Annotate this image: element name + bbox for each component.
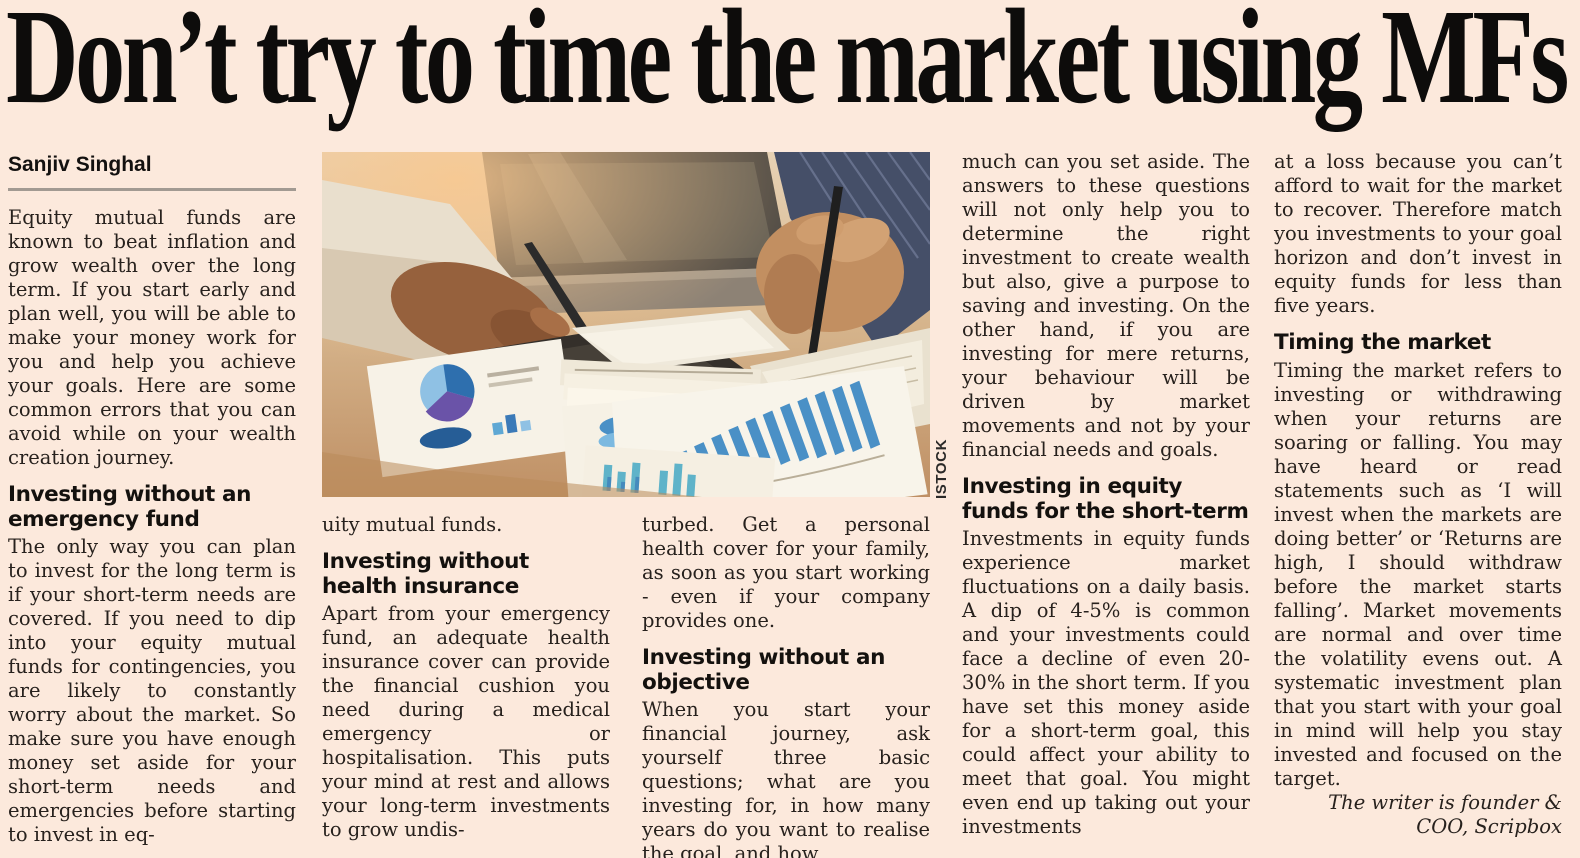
- byline: Sanjiv Singhal: [8, 153, 152, 176]
- paragraph: Investments in equity funds experience m…: [962, 527, 1250, 838]
- article-column-5: at a loss because you can’t afford to wa…: [1274, 150, 1562, 839]
- paragraph: turbed. Get a personal health cover for …: [642, 513, 930, 632]
- paragraph: Equity mutual funds are known to beat in…: [8, 206, 296, 469]
- section-heading-short-term: Investing in equity funds for the short-…: [962, 474, 1249, 524]
- byline-divider: [8, 188, 296, 191]
- section-heading-health-insurance: Investing without health insurance: [322, 549, 529, 599]
- photo-illustration: [322, 152, 930, 497]
- writer-credit: The writer is founder & COO, Scripbox: [1328, 790, 1562, 838]
- paragraph: much can you set aside. The answers to t…: [962, 150, 1250, 461]
- section-heading-emergency-fund: Investing without an emergency fund: [8, 482, 251, 532]
- right-hand-with-pen: [756, 152, 930, 358]
- article-column-1: Sanjiv Singhal Equity mutual funds are k…: [8, 150, 296, 847]
- paragraph: uity mutual funds.: [322, 513, 503, 536]
- article-column-4: much can you set aside. The answers to t…: [962, 150, 1250, 839]
- section-heading-timing-market: Timing the market: [1274, 330, 1491, 355]
- section-heading-objective: Investing without an objective: [642, 645, 885, 695]
- paragraph: at a loss because you can’t afford to wa…: [1274, 150, 1562, 317]
- article-photo: [322, 152, 930, 497]
- paragraph: When you start your financial journey, a…: [642, 698, 930, 858]
- paragraph: The only way you can plan to invest for …: [8, 535, 296, 846]
- desk-foreground: [322, 452, 702, 497]
- paragraph: Apart from your emergency fund, an adequ…: [322, 602, 610, 841]
- article-column-3: turbed. Get a personal health cover for …: [642, 513, 930, 858]
- pie-chart-paper: [366, 338, 577, 478]
- headline: Don’t try to time the market using MFs: [6, 0, 1569, 132]
- article-column-2: uity mutual funds. Investing without hea…: [322, 513, 610, 842]
- left-hand-with-pen: [322, 180, 594, 367]
- paragraph: Timing the market refers to investing or…: [1274, 358, 1562, 790]
- photo-credit: ISTOCK: [933, 439, 950, 499]
